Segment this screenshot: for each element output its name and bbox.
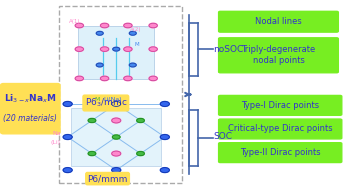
- Bar: [78, 26, 154, 79]
- Text: Li(Na): Li(Na): [104, 97, 122, 102]
- Text: Nodal lines: Nodal lines: [255, 17, 302, 26]
- Circle shape: [129, 31, 136, 35]
- Text: noSOC: noSOC: [213, 45, 244, 54]
- Text: A(2): A(2): [130, 27, 141, 32]
- Text: Na: Na: [52, 131, 61, 136]
- Circle shape: [75, 76, 84, 81]
- Circle shape: [88, 152, 96, 156]
- Circle shape: [124, 76, 132, 81]
- Circle shape: [112, 118, 121, 123]
- Text: M: M: [135, 42, 139, 47]
- Circle shape: [88, 118, 96, 123]
- Circle shape: [63, 101, 72, 106]
- Circle shape: [137, 118, 144, 123]
- FancyBboxPatch shape: [1, 84, 60, 134]
- Circle shape: [96, 63, 103, 67]
- Circle shape: [100, 23, 109, 28]
- Text: Critical-type Dirac points: Critical-type Dirac points: [228, 125, 332, 133]
- Circle shape: [129, 63, 136, 67]
- FancyBboxPatch shape: [219, 11, 338, 32]
- Text: Li$_{3-x}$Na$_x$M: Li$_{3-x}$Na$_x$M: [4, 93, 57, 105]
- Circle shape: [96, 31, 103, 35]
- FancyBboxPatch shape: [219, 143, 342, 163]
- Circle shape: [100, 76, 109, 81]
- Text: A(1): A(1): [69, 19, 81, 24]
- FancyBboxPatch shape: [219, 119, 342, 139]
- Circle shape: [124, 47, 132, 51]
- Text: M: M: [95, 97, 100, 102]
- Circle shape: [137, 152, 144, 156]
- Text: P6$_3$/mmc: P6$_3$/mmc: [85, 97, 127, 109]
- Text: SOC: SOC: [213, 132, 232, 141]
- Circle shape: [113, 47, 120, 51]
- Circle shape: [124, 23, 132, 28]
- Circle shape: [160, 101, 169, 106]
- Text: (Li): (Li): [51, 140, 61, 145]
- Circle shape: [112, 101, 121, 106]
- Circle shape: [63, 168, 72, 173]
- Circle shape: [75, 23, 84, 28]
- Bar: [71, 108, 161, 166]
- Text: Type-II Dirac points: Type-II Dirac points: [240, 148, 321, 157]
- Circle shape: [100, 47, 109, 51]
- Circle shape: [112, 151, 121, 156]
- Circle shape: [112, 135, 120, 139]
- Circle shape: [149, 23, 157, 28]
- Bar: [59, 6, 182, 183]
- Circle shape: [160, 135, 169, 139]
- Circle shape: [149, 47, 157, 51]
- Text: Type-I Dirac points: Type-I Dirac points: [241, 101, 319, 110]
- Circle shape: [149, 76, 157, 81]
- Text: P6/mmm: P6/mmm: [87, 174, 128, 183]
- Circle shape: [112, 168, 121, 173]
- Text: (20 materials): (20 materials): [3, 114, 57, 123]
- Circle shape: [63, 135, 72, 139]
- Circle shape: [75, 47, 84, 51]
- Text: Triply-degenerate
nodal points: Triply-degenerate nodal points: [242, 45, 315, 65]
- FancyBboxPatch shape: [219, 38, 338, 73]
- FancyBboxPatch shape: [219, 95, 342, 115]
- Circle shape: [160, 168, 169, 173]
